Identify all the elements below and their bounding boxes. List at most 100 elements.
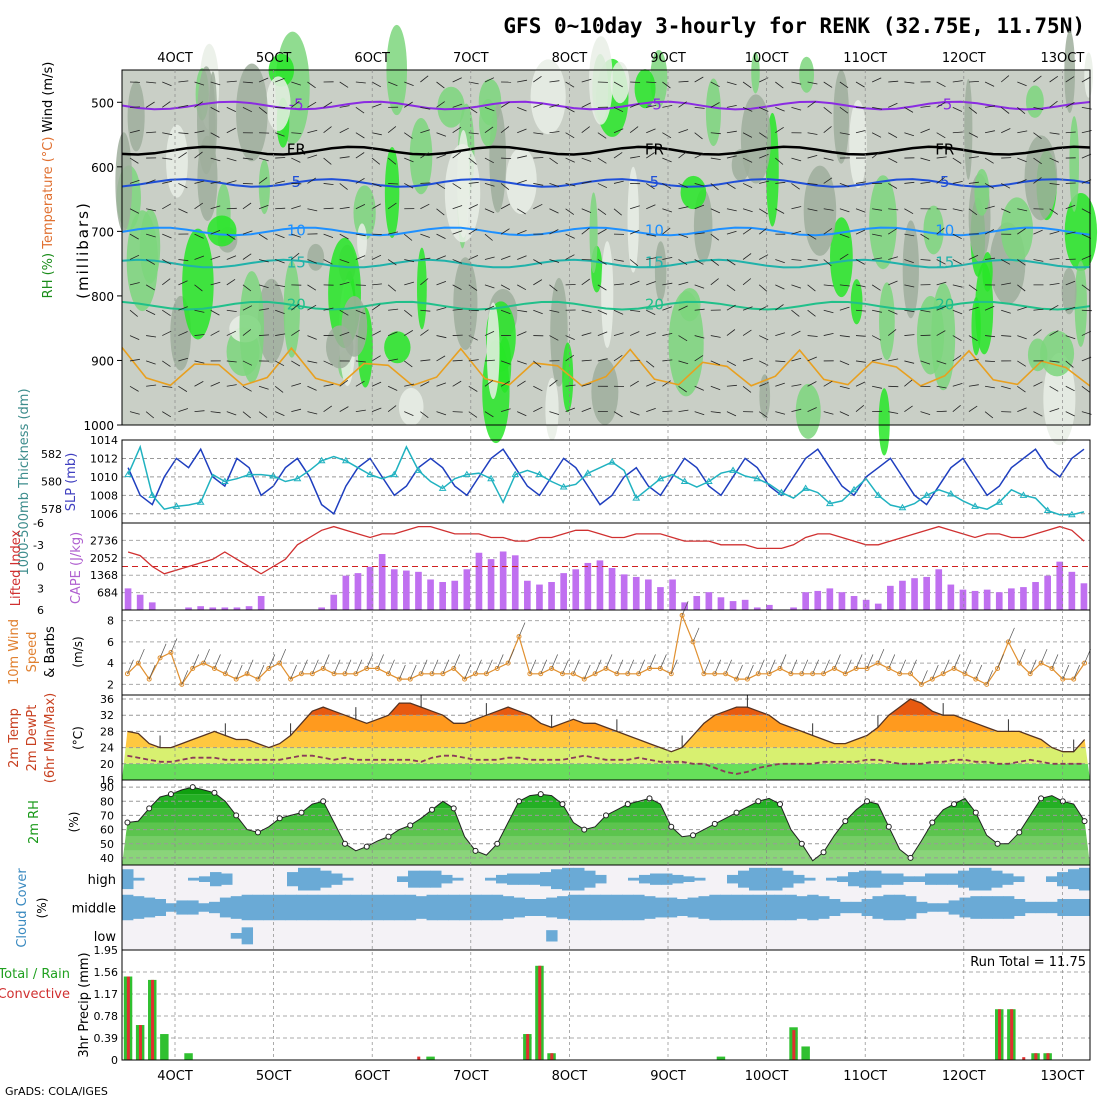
rh-point — [1016, 829, 1023, 836]
cloud-cell — [437, 894, 449, 921]
wind-barb — [678, 305, 688, 311]
wind-barb — [533, 157, 544, 159]
wind-speed-point — [179, 681, 185, 687]
cloud-cell — [296, 894, 308, 921]
wind-barb — [339, 309, 349, 316]
wind-barb — [533, 279, 543, 286]
cape-bar — [560, 573, 567, 610]
wind-barb — [159, 643, 167, 658]
wind-barb — [291, 383, 302, 387]
rh-point — [320, 798, 327, 805]
wind-barb — [662, 157, 672, 163]
wind-barb — [226, 411, 237, 416]
cape-bar — [197, 606, 204, 610]
cape-bar — [826, 588, 834, 610]
wind-barb — [388, 659, 395, 674]
wind-barb — [678, 80, 689, 83]
wind-barb — [226, 233, 236, 240]
cloud-cell — [485, 877, 497, 881]
cape-bar — [753, 607, 761, 610]
wind-barb — [517, 255, 527, 260]
cloud-cell — [263, 894, 275, 921]
wind-barb — [629, 380, 639, 387]
wind-barb — [1062, 664, 1070, 680]
wind-barb — [888, 358, 899, 362]
rh-patch — [601, 241, 614, 349]
profile-frame — [121, 69, 1091, 426]
thickness-marker — [995, 498, 1004, 505]
axis-title: 2m RH — [27, 800, 42, 844]
wind-barb — [529, 659, 537, 674]
wind-barb — [630, 81, 641, 83]
wind-barb — [549, 80, 560, 83]
cloud-cell — [298, 867, 310, 891]
isotherm-label: 10 — [935, 221, 954, 239]
wind-barb — [501, 157, 512, 159]
wind-barb — [985, 105, 996, 108]
rh-point — [733, 809, 740, 816]
cloud-cell — [925, 873, 937, 885]
y-tick-label: 1000 — [83, 419, 114, 433]
wind-barb — [258, 77, 269, 83]
y-axis-units: (%) — [67, 812, 81, 833]
wind-barb — [452, 259, 463, 264]
wind-barb — [257, 664, 265, 680]
wind-speed-point — [429, 671, 435, 677]
wind-barb — [371, 254, 382, 260]
top-day-label: 8OCT — [552, 51, 588, 66]
wind-speed-point — [636, 671, 642, 677]
cape-bar — [1080, 583, 1088, 610]
wind-barb — [694, 308, 705, 311]
wind-barb — [1001, 385, 1011, 390]
wind-barb — [888, 80, 899, 83]
rh-patch — [236, 63, 268, 162]
cape-bar — [463, 569, 471, 610]
rh-patch — [740, 94, 771, 184]
thickness-marker — [269, 471, 278, 479]
wind-barb — [791, 384, 802, 387]
wind-speed-point — [864, 665, 870, 671]
rh-point — [711, 820, 718, 827]
wind-barb — [1033, 157, 1042, 165]
wind-barb — [662, 208, 673, 213]
wind-barb — [1081, 284, 1091, 292]
wind-barb — [178, 280, 188, 286]
wind-barb — [710, 411, 721, 414]
thickness-marker — [777, 488, 786, 496]
cloud-cell — [241, 927, 254, 945]
wind-barb — [322, 654, 330, 669]
wind-barb — [242, 385, 252, 392]
wind-barb — [420, 309, 431, 312]
wind-barb — [581, 383, 592, 387]
wind-barb — [178, 408, 189, 413]
wind-barb — [638, 659, 645, 674]
wind-barb — [404, 411, 414, 416]
wind-barb — [1049, 231, 1060, 235]
wind-barb — [468, 411, 478, 418]
wind-barb — [275, 333, 286, 336]
rh-patch — [849, 99, 867, 189]
wind-barb — [597, 284, 607, 291]
wind-barb — [1017, 157, 1027, 163]
wind-barb — [872, 385, 882, 389]
wind-barb — [420, 659, 428, 674]
wind-barb — [1000, 107, 1010, 114]
wind-barb — [129, 157, 139, 164]
cape-bar — [148, 602, 156, 610]
wind-barb — [178, 306, 188, 311]
rh-point — [515, 798, 522, 805]
cloud-cell — [252, 894, 264, 921]
wind-barb — [146, 335, 157, 338]
thickness-slp-panel: 1014 1012 1010 1008 1006 582 580 578 1000-500mb … — [17, 388, 1091, 576]
top-day-label: 11OCT — [843, 51, 887, 66]
run-total-label: Run Total = 11.75 — [970, 955, 1086, 970]
precip-convective-bar — [538, 965, 542, 1060]
wind-barb — [500, 126, 510, 134]
cloud-cell — [342, 877, 354, 881]
wind-barb — [613, 180, 624, 184]
wind-barb — [984, 81, 995, 87]
wind-barb — [420, 182, 431, 184]
wind-barb — [597, 157, 607, 164]
wind-barb — [823, 309, 834, 314]
